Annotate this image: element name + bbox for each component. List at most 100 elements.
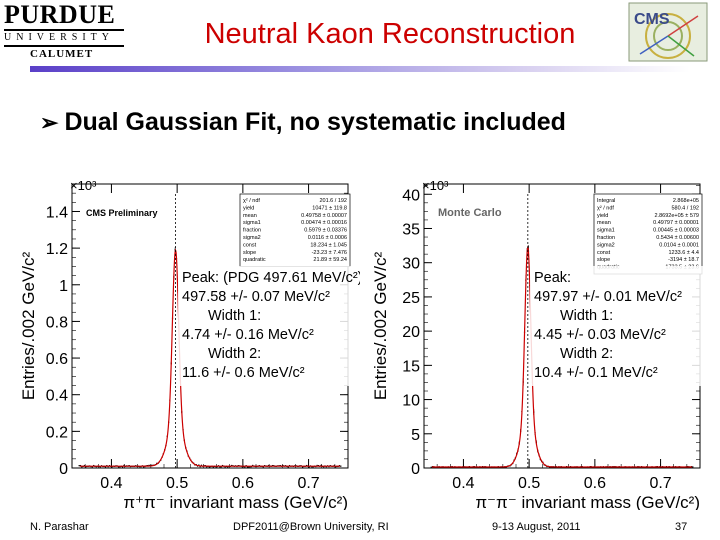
annotation-background <box>530 266 708 386</box>
stats-box-key: sigma2 <box>597 242 615 248</box>
x-axis-label: π⁺π⁻ invariant mass (GeV/c²) <box>123 493 348 510</box>
fit-annotation-line: 11.6 +/- 0.6 MeV/c² <box>182 365 305 381</box>
fit-annotation-line: Peak: (PDG 497.61 MeV/c²) <box>182 270 360 286</box>
y-tick-label: 35 <box>402 221 420 238</box>
stats-box-value: -3194 ± 18.7 <box>668 257 699 263</box>
logo-main-text: PURDUE <box>4 0 116 29</box>
footer-conference: DPF2011@Brown University, RI <box>233 521 389 533</box>
annotation-background <box>178 266 356 386</box>
stats-box-value: 2.868e+05 <box>673 198 699 204</box>
stats-box <box>239 193 351 267</box>
y-tick-label: 10 <box>402 393 420 410</box>
stats-box-key: quadratic <box>243 257 266 263</box>
chart-data-fit: 0 0.2 0.4 0.6 0.8 1 1.2 1.4 0.4 0.5 0.6 0.7π⁺π⁻ inv… <box>19 178 363 512</box>
stats-box-key: fraction <box>597 235 615 241</box>
fit-annotation-line: 10.4 +/- 0.1 MeV/c² <box>534 365 658 381</box>
fit-annotation-line: 4.45 +/- 0.03 MeV/c² <box>534 327 666 343</box>
y-tick-label: 0.6 <box>46 351 68 368</box>
stats-box-value: 21.89 ± 59.24 <box>313 257 347 263</box>
y-tick-label: 5 <box>411 427 420 444</box>
fit-curve <box>431 245 693 468</box>
fit-annotation-line: Width 2: <box>560 346 613 362</box>
y-tick-label: 0.2 <box>46 424 68 441</box>
stats-box-value: 201.6 / 192 <box>319 198 347 204</box>
fit-annotation-line: Peak: <box>534 270 571 286</box>
title-underline-bar <box>30 66 690 72</box>
y-tick-label: 1.2 <box>46 241 68 258</box>
y-axis-label: Entries/.002 GeV/c² <box>371 251 390 400</box>
x-axis-label: π⁻π⁻ invariant mass (GeV/c²) <box>475 493 700 510</box>
chart-panel-data: 0 0.2 0.4 0.6 0.8 1 1.2 1.4 0.4 0.5 0.6 0.7 π⁺π⁻ inv… <box>10 170 363 512</box>
stats-box-value: 0.0116 ± 0.0006 <box>308 235 347 241</box>
chart-panel-mc: 0 5 10 15 20 25 30 35 40 0.4 0.5 0.6 0.7 π⁻π⁻ invaria… <box>362 170 712 512</box>
x-tick-label: 0.6 <box>232 475 254 492</box>
stats-box-value: 10471 ± 119.8 <box>312 205 347 211</box>
x-tick-label: 0.7 <box>649 475 671 492</box>
panel-label: CMS Preliminary <box>86 208 158 218</box>
stats-box-value: 18.234 ± 1.045 <box>310 242 347 248</box>
y-exponent-label: ×10³ <box>422 178 449 193</box>
footer-page-number: 37 <box>675 521 688 533</box>
stats-box-key: mean <box>597 220 611 226</box>
stats-box-value: 0.49758 ± 0.00007 <box>301 213 347 219</box>
logo-sub-text: UNIVERSITY <box>4 32 114 43</box>
fit-annotation-line: Width 1: <box>208 308 261 324</box>
stats-box-value: -23.23 ± 7.476 <box>312 250 347 256</box>
y-tick-label: 40 <box>402 187 420 204</box>
slide-title: Neutral Kaon Reconstruction <box>204 18 576 50</box>
stats-box-key: yield <box>597 213 608 219</box>
y-tick-label: 0.8 <box>46 314 68 331</box>
y-tick-label: 30 <box>402 256 420 273</box>
stats-box-key: sigma1 <box>243 220 261 226</box>
stats-box-key: Integral <box>597 198 615 204</box>
fit-annotation-line: Width 1: <box>560 308 613 324</box>
y-tick-label: 25 <box>402 290 420 307</box>
stats-box-value: 2.8692e+05 ± 579 <box>655 213 699 219</box>
stats-box-value: 0.5979 ± 0.03376 <box>304 228 347 234</box>
x-tick-label: 0.5 <box>518 475 540 492</box>
x-tick-label: 0.5 <box>166 475 188 492</box>
stats-box-value: 0.5434 ± 0.00600 <box>656 235 699 241</box>
stats-box-key: sigma2 <box>243 235 261 241</box>
y-tick-label: 0 <box>411 461 420 478</box>
stats-box-key: const <box>243 242 257 248</box>
fit-annotation-line: 497.58 +/- 0.07 MeV/c² <box>182 289 330 305</box>
stats-box-value: 1233.6 ± 4.4 <box>668 250 699 256</box>
logo-campus-text: CALUMET <box>30 48 94 60</box>
chart-mc-fit: 0 5 10 15 20 25 30 35 40 0.4 0.5 0.6 0.7π⁻π⁻ invaria… <box>371 178 708 512</box>
fit-annotation-line: Width 2: <box>208 346 261 362</box>
y-tick-label: 20 <box>402 324 420 341</box>
stats-box-key: χ² / ndf <box>243 198 260 204</box>
bullet-text: Dual Gaussian Fit, no systematic include… <box>64 108 566 136</box>
stats-box-key: const <box>597 250 611 256</box>
stats-box-value: 580.4 / 192 <box>671 205 699 211</box>
x-tick-label: 0.4 <box>452 475 474 492</box>
y-tick-label: 0.4 <box>46 388 68 405</box>
stats-box-key: slope <box>597 257 610 263</box>
panel-label: Monte Carlo <box>438 207 502 219</box>
logo-divider <box>4 29 124 31</box>
logo-divider <box>4 45 124 47</box>
y-axis-label: Entries/.002 GeV/c² <box>19 251 38 400</box>
stats-box-value: 0.0104 ± 0.0001 <box>659 242 699 248</box>
stats-box-key: sigma1 <box>597 228 615 234</box>
cms-logo-text: CMS <box>634 11 670 28</box>
footer-author: N. Parashar <box>30 521 89 533</box>
y-exponent-label: ×10³ <box>70 178 97 193</box>
stats-box-key: χ² / ndf <box>597 205 614 211</box>
stats-box-key: mean <box>243 213 257 219</box>
bullet-arrow-icon: ➢ <box>40 110 59 135</box>
stats-box <box>593 193 703 275</box>
stats-box-key: fraction <box>243 228 261 234</box>
fit-annotation-line: 497.97 +/- 0.01 MeV/c² <box>534 289 682 305</box>
bullet-point: ➢ Dual Gaussian Fit, no systematic includ… <box>40 108 566 137</box>
fit-annotation-line: 4.74 +/- 0.16 MeV/c² <box>182 327 314 343</box>
x-tick-label: 0.7 <box>297 475 319 492</box>
purdue-logo: PURDUE UNIVERSITY CALUMET <box>4 2 128 60</box>
y-tick-label: 0 <box>59 461 68 478</box>
x-tick-label: 0.6 <box>584 475 606 492</box>
fit-curve <box>79 248 341 467</box>
stats-box-key: yield <box>243 205 254 211</box>
stats-box-value: 0.49797 ± 0.00001 <box>653 220 699 226</box>
stats-box-value: 0.00445 ± 0.00003 <box>653 228 699 234</box>
